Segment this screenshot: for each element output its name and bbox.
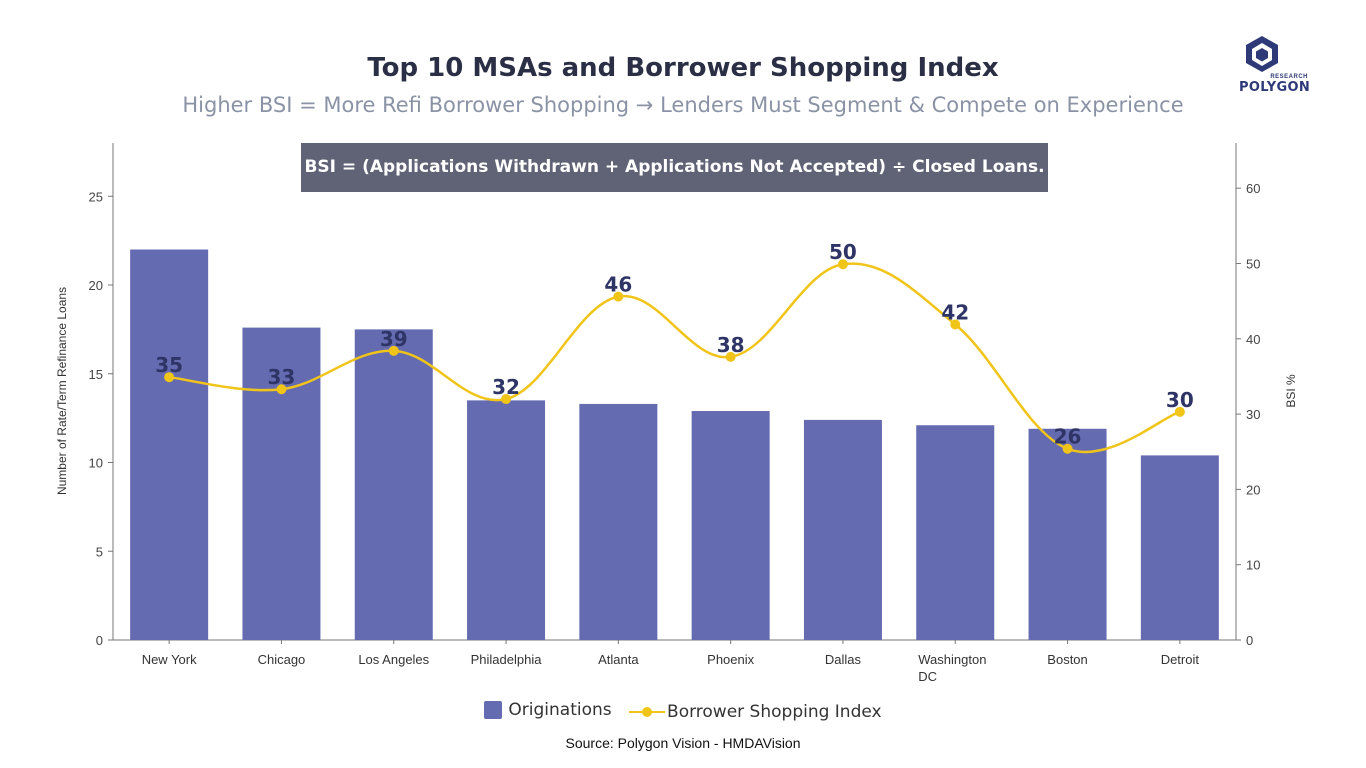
bar-boston bbox=[1028, 428, 1107, 640]
y-tick-label-right: 10 bbox=[1246, 558, 1260, 573]
bsi-data-label: 39 bbox=[380, 327, 408, 351]
bar-new-york bbox=[130, 249, 209, 640]
x-tick-label: New York bbox=[142, 652, 197, 667]
legend-item-originations[interactable]: Originations bbox=[484, 700, 612, 720]
bsi-point bbox=[1174, 406, 1185, 417]
bsi-data-label: 32 bbox=[492, 375, 520, 399]
y-tick-label-right: 30 bbox=[1246, 407, 1260, 422]
bar-atlanta bbox=[579, 403, 658, 640]
bsi-data-label: 38 bbox=[717, 333, 745, 357]
bsi-point bbox=[276, 384, 287, 395]
bar-chicago bbox=[242, 327, 321, 640]
y-tick-label-right: 60 bbox=[1246, 181, 1260, 196]
x-tick-label: Dallas bbox=[825, 652, 862, 667]
legend-line-marker bbox=[629, 705, 666, 719]
chart-subtitle: Higher BSI = More Refi Borrower Shopping… bbox=[182, 93, 1184, 117]
bar-phoenix bbox=[691, 411, 770, 640]
x-tick-label: DC bbox=[918, 669, 937, 684]
bar-detroit bbox=[1140, 455, 1219, 640]
bsi-point bbox=[725, 351, 736, 362]
combo-chart: 0 5 10 15 20 25 0 10 20 30 40 50 60 Number of Rate/Te… bbox=[55, 143, 1298, 684]
bsi-point bbox=[501, 394, 512, 405]
x-tick-label: Los Angeles bbox=[358, 652, 429, 667]
x-tick-label: Atlanta bbox=[598, 652, 639, 667]
bar-dallas bbox=[803, 419, 882, 640]
bsi-data-label: 35 bbox=[155, 353, 183, 377]
x-tick-label: Philadelphia bbox=[471, 652, 543, 667]
polygon-logo-icon bbox=[1246, 36, 1278, 72]
legend-item-bsi[interactable]: Borrower Shopping Index bbox=[629, 702, 882, 722]
bar-los-angeles bbox=[354, 329, 433, 640]
bsi-line bbox=[169, 262, 1181, 454]
bsi-data-label: 42 bbox=[941, 300, 969, 324]
bsi-data-label: 26 bbox=[1054, 425, 1082, 449]
y-tick-label-right: 50 bbox=[1246, 256, 1260, 271]
y-tick-label-left: 15 bbox=[89, 367, 103, 382]
bsi-point bbox=[837, 259, 848, 270]
y-tick-label-left: 5 bbox=[96, 544, 103, 559]
logo-brand: POLYGON bbox=[1239, 80, 1310, 95]
logo-tagline: RESEARCH bbox=[1270, 74, 1308, 80]
bsi-data-label: 33 bbox=[268, 365, 296, 389]
bar-washington-dc bbox=[916, 425, 995, 640]
x-tick-label: Detroit bbox=[1161, 652, 1200, 667]
x-tick-label: Phoenix bbox=[707, 652, 754, 667]
x-tick-label: Chicago bbox=[258, 652, 306, 667]
y-tick-label-right: 20 bbox=[1246, 482, 1260, 497]
bar-philadelphia bbox=[467, 400, 546, 640]
bsi-data-label: 50 bbox=[829, 240, 857, 264]
chart-title: Top 10 MSAs and Borrower Shopping Index bbox=[367, 53, 999, 83]
legend-bar-swatch bbox=[484, 701, 503, 719]
y-axis-title-left: Number of Rate/Term Refinance Loans bbox=[55, 287, 69, 495]
y-tick-label-right: 0 bbox=[1246, 633, 1253, 648]
bsi-data-label: 30 bbox=[1166, 388, 1194, 412]
x-tick-label: Washington bbox=[918, 652, 986, 667]
bsi-point bbox=[950, 319, 961, 330]
bsi-point bbox=[1062, 443, 1073, 454]
y-axis-title-right: BSI % bbox=[1284, 374, 1298, 408]
bsi-point bbox=[388, 345, 399, 356]
y-tick-label-left: 25 bbox=[89, 189, 103, 204]
y-tick-label-right: 40 bbox=[1246, 332, 1260, 347]
bsi-data-label: 46 bbox=[604, 273, 632, 297]
legend-label-originations: Originations bbox=[508, 700, 612, 720]
bsi-point bbox=[613, 291, 624, 302]
y-tick-label-left: 10 bbox=[89, 456, 103, 471]
legend-label-bsi: Borrower Shopping Index bbox=[667, 702, 882, 722]
y-tick-label-left: 0 bbox=[96, 633, 103, 648]
bsi-formula-box: BSI = (Applications Withdrawn + Applicat… bbox=[301, 143, 1048, 192]
source-note: Source: Polygon Vision - HMDAVision bbox=[565, 735, 801, 751]
y-tick-label-left: 20 bbox=[89, 278, 103, 293]
chart-legend: Originations Borrower Shopping Index bbox=[0, 700, 1366, 724]
x-tick-label: Boston bbox=[1047, 652, 1087, 667]
bsi-point bbox=[164, 372, 175, 383]
